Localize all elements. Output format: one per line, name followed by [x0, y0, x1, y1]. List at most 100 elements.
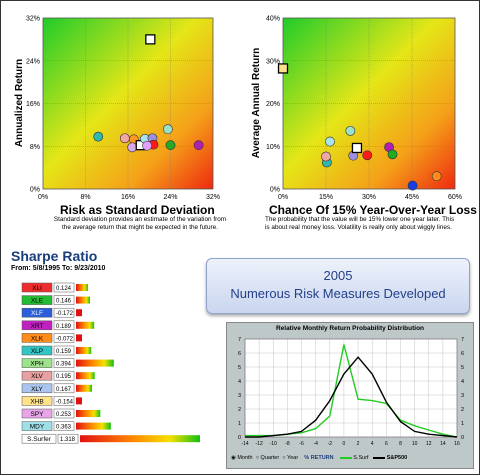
- y-tick-label: 20%: [266, 101, 280, 108]
- value-box: [53, 396, 75, 406]
- radio-month[interactable]: ◉ Month: [231, 455, 253, 461]
- value-label: 0.146: [56, 299, 72, 305]
- ticker-tag: [21, 383, 53, 394]
- y-tick-label-right: 5: [461, 365, 464, 371]
- radio-year[interactable]: ○ Year: [282, 455, 299, 461]
- x-tick-label: -12: [256, 441, 263, 447]
- x-tick-label: 60%: [448, 194, 462, 201]
- value-label: 0.363: [56, 425, 72, 431]
- y-tick-label: 0%: [270, 187, 280, 194]
- value-box: [57, 433, 79, 444]
- y-tick-label-left: 6: [238, 351, 241, 357]
- data-point: [345, 125, 356, 136]
- sharpe-bar: [80, 435, 200, 443]
- x-axis-title-2: Chance Of 15% Year-Over-Year Loss: [269, 203, 477, 217]
- sharpe-title: Sharpe Ratio: [11, 248, 98, 264]
- ticker-label: XHB: [30, 398, 43, 405]
- sharpe-bar: [76, 410, 101, 417]
- x-tick-label: 8: [399, 441, 402, 447]
- value-label: 0.159: [56, 349, 72, 355]
- x-tick-label: 4: [371, 441, 374, 447]
- banner-year: 2005: [323, 268, 353, 283]
- ticker-label: XRT: [31, 323, 44, 330]
- y-tick-label: 0%: [30, 187, 40, 194]
- value-box: [53, 307, 75, 318]
- x-tick-label: 32%: [206, 194, 220, 201]
- ticker-label: XLY: [31, 386, 43, 393]
- banner-text: Numerous Risk Measures Developed: [230, 286, 446, 301]
- radio-quarter[interactable]: ○ Quarter: [255, 455, 280, 461]
- x-tick-label: 0: [343, 441, 346, 447]
- x-tick-label: 2: [357, 441, 360, 447]
- data-point: [407, 180, 418, 191]
- x-tick-label: 24%: [163, 194, 177, 201]
- x-tick-label: 8%: [80, 194, 90, 201]
- value-label: 0.195: [56, 374, 72, 380]
- y-tick-label: 32%: [26, 16, 40, 23]
- x-tick-label: -4: [313, 441, 318, 447]
- x-tick-label: 16%: [121, 194, 135, 201]
- data-point: [277, 63, 289, 74]
- return-label: % RETURN: [304, 455, 334, 461]
- data-point: [362, 150, 373, 161]
- data-point: [351, 142, 363, 154]
- y-tick-label: 24%: [26, 58, 40, 65]
- data-point: [325, 136, 335, 147]
- y-tick-label-left: 7: [238, 337, 241, 343]
- data-point: [93, 131, 104, 142]
- value-box: [53, 320, 75, 331]
- legend-sp500: S&P500: [373, 455, 407, 461]
- sharpe-bar: [76, 384, 93, 392]
- caption-1: Standard deviation provides an estimate …: [53, 216, 227, 231]
- y-tick-label-left: 0: [238, 435, 241, 441]
- sharpe-bar: [76, 372, 95, 380]
- sharpe-bar: [76, 309, 82, 317]
- data-point: [165, 140, 176, 151]
- sharpe-bar: [76, 321, 95, 329]
- y-tick-label-left: 1: [238, 421, 241, 427]
- ticker-tag: [21, 307, 53, 318]
- ticker-tag: [21, 421, 53, 431]
- y-axis-title-2: Average Annual Return: [251, 48, 262, 158]
- ticker-label: MDY: [30, 424, 45, 431]
- milestone-banner: 2005 Numerous Risk Measures Developed: [206, 258, 470, 314]
- loss-chance-scatter: 0%0% 15% 10% 30% 20% 45% 30% 60% 40% Average Ann…: [251, 16, 462, 202]
- y-tick-label: 16%: [26, 101, 40, 108]
- ticker-tag: [21, 358, 53, 368]
- risk-vs-return-scatter: 0%0% 8% 8% 16% 16% 24% 24% 32% 32% Annualized Re…: [14, 16, 220, 202]
- y-tick-label-right: 6: [461, 351, 464, 357]
- sharpe-bar: [76, 296, 91, 304]
- y-tick-label-right: 4: [461, 379, 464, 385]
- data-point: [387, 149, 398, 160]
- value-box: [53, 421, 75, 431]
- x-tick-label: 16: [454, 441, 460, 447]
- value-label: 1.318: [60, 437, 76, 443]
- y-tick-label: 10%: [266, 144, 280, 151]
- y-tick-label-left: 5: [238, 365, 241, 371]
- y-tick-label: 8%: [30, 144, 40, 151]
- ticker-label: XLP: [31, 348, 43, 355]
- y-axis-title-1: Annualized Return: [14, 59, 25, 147]
- sharpe-bar: [76, 397, 82, 405]
- value-label: 0.167: [56, 387, 72, 393]
- value-box: [53, 370, 75, 381]
- ticker-label: XLI: [32, 285, 42, 292]
- value-label: -0.172: [56, 311, 74, 317]
- x-tick-label: 45%: [405, 194, 419, 201]
- sharpe-ratio-chart: XLI 0.124 XLE 0.146 XLF -0.172 XRT 0.189 XLK -0.0…: [21, 282, 200, 444]
- plot-area-dist: [245, 339, 457, 437]
- ticker-label: XLF: [31, 310, 43, 317]
- y-tick-label: 30%: [266, 58, 280, 65]
- value-label: 0.124: [56, 286, 72, 292]
- x-tick-label: 10: [412, 441, 418, 447]
- ticker-label: XLE: [31, 298, 44, 305]
- value-box: [53, 282, 75, 293]
- value-box: [53, 333, 75, 343]
- data-point: [142, 140, 153, 151]
- data-point: [321, 151, 331, 162]
- x-tick-label: -6: [299, 441, 304, 447]
- x-tick-label: 0%: [38, 194, 48, 201]
- data-point: [193, 140, 204, 151]
- ticker-tag: [21, 345, 53, 356]
- x-axis-title-1: Risk as Standard Deviation: [60, 203, 215, 217]
